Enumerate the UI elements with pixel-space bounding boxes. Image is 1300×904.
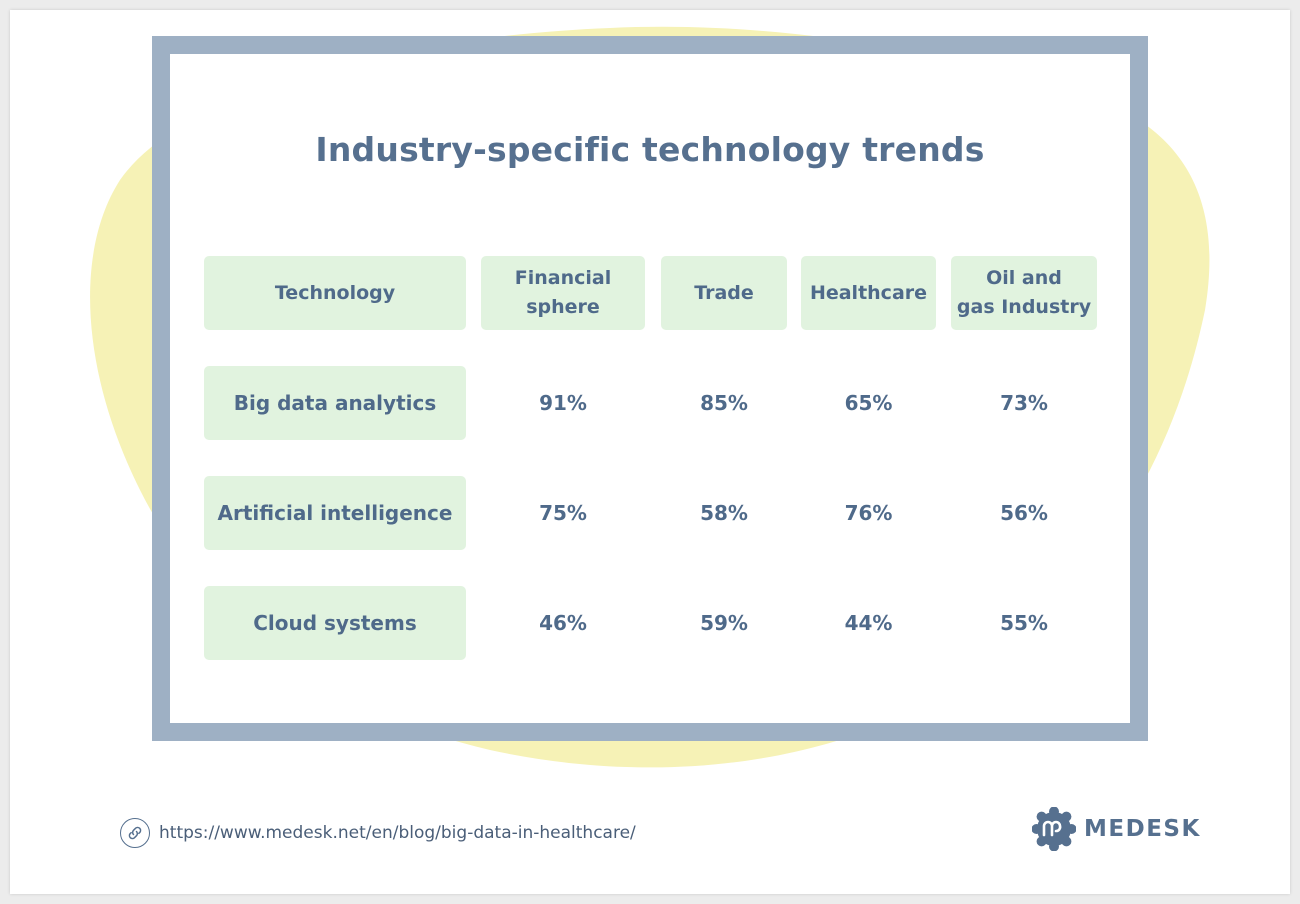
medesk-logo-icon bbox=[1032, 807, 1076, 851]
data-cell: 56% bbox=[1000, 501, 1048, 525]
row-label: Big data analytics bbox=[204, 366, 466, 440]
infographic-card: Industry-specific technology trends Tech… bbox=[10, 10, 1290, 894]
column-header-line: gas Industry bbox=[956, 296, 1092, 318]
column-header-line: Financial bbox=[514, 267, 612, 289]
column-header-line: sphere bbox=[526, 296, 600, 318]
column-header: Financial sphere bbox=[481, 256, 645, 330]
column-header-text: Healthcare bbox=[810, 279, 927, 308]
column-header-line: Trade bbox=[694, 281, 754, 304]
data-cell: 46% bbox=[539, 611, 587, 635]
source-url[interactable]: https://www.medesk.net/en/blog/big-data-… bbox=[159, 823, 636, 843]
data-cell: 75% bbox=[539, 501, 587, 525]
column-header: Oil and gas Industry bbox=[951, 256, 1097, 330]
column-header: Trade bbox=[661, 256, 787, 330]
column-header: Healthcare bbox=[801, 256, 936, 330]
data-cell: 44% bbox=[844, 611, 893, 635]
table-frame: Industry-specific technology trends Tech… bbox=[152, 36, 1148, 741]
data-cell: 76% bbox=[844, 501, 893, 525]
column-header-text: Trade bbox=[694, 279, 754, 308]
brand-name: MEDESK bbox=[1084, 816, 1201, 842]
column-header: Technology bbox=[204, 256, 466, 330]
row-label: Artificial intelligence bbox=[204, 476, 466, 550]
brand: MEDESK bbox=[1032, 807, 1201, 851]
source-link[interactable]: https://www.medesk.net/en/blog/big-data-… bbox=[120, 817, 636, 849]
link-icon bbox=[120, 818, 150, 848]
column-header-text: Financial sphere bbox=[515, 264, 611, 322]
chart-title: Industry-specific technology trends bbox=[315, 130, 985, 169]
data-cell: 91% bbox=[539, 391, 587, 415]
column-header-text: Oil and gas Industry bbox=[957, 264, 1091, 322]
column-header-text: Technology bbox=[275, 279, 395, 308]
data-cell: 55% bbox=[1000, 611, 1048, 635]
column-header-line: Oil and bbox=[986, 267, 1062, 289]
column-header-line: Healthcare bbox=[809, 281, 928, 304]
data-cell: 85% bbox=[700, 391, 748, 415]
data-cell: 65% bbox=[844, 391, 893, 415]
data-cell: 59% bbox=[700, 611, 748, 635]
data-cell: 58% bbox=[700, 501, 748, 525]
data-cell: 73% bbox=[1000, 391, 1048, 415]
row-label: Cloud systems bbox=[204, 586, 466, 660]
column-header-line: Technology bbox=[274, 281, 396, 304]
